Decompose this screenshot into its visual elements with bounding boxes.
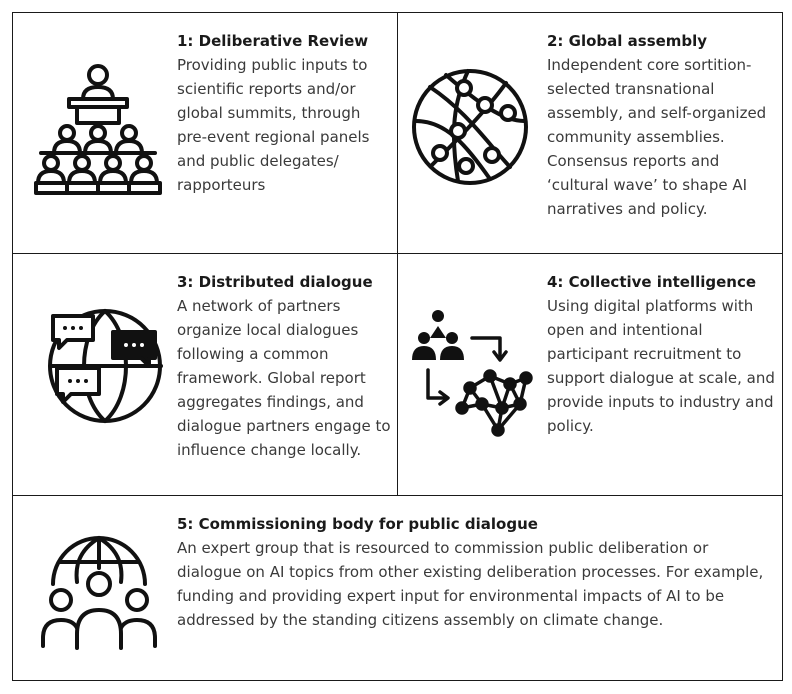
panel-commissioning-body: 5: Commissioning body for public dialogu…: [12, 495, 783, 681]
panel-title: 2: Global assembly: [547, 32, 708, 50]
panel-title: 3: Distributed dialogue: [177, 273, 373, 291]
panel-title: 4: Collective intelligence: [547, 273, 757, 291]
collective-network-icon: [410, 308, 540, 438]
panel-body: A network of partners organize local dia…: [177, 297, 391, 459]
deliberation-panel-icon: [33, 63, 163, 198]
panel-body: Independent core sortition-selected tran…: [547, 56, 767, 218]
panel-title: 1: Deliberative Review: [177, 32, 369, 50]
panel-text: 5: Commissioning body for public dialogu…: [177, 512, 773, 632]
panel-text: 1: Deliberative Review Providing public …: [177, 29, 387, 197]
globe-community-icon: [39, 522, 159, 652]
panel-deliberative-review: 1: Deliberative Review Providing public …: [12, 12, 398, 254]
panel-text: 2: Global assembly Independent core sort…: [547, 29, 772, 221]
panel-distributed-dialogue: 3: Distributed dialogue A network of par…: [12, 253, 398, 496]
panel-title: 5: Commissioning body for public dialogu…: [177, 515, 538, 533]
panel-collective-intelligence: 4: Collective intelligence Using digital…: [397, 253, 783, 496]
panel-body: Using digital platforms with open and in…: [547, 297, 775, 435]
panel-text: 3: Distributed dialogue A network of par…: [177, 270, 393, 462]
globe-network-icon: [406, 61, 536, 191]
panel-body: An expert group that is resourced to com…: [177, 539, 764, 629]
globe-chat-icon: [37, 306, 177, 426]
panel-text: 4: Collective intelligence Using digital…: [547, 270, 775, 438]
panel-body: Providing public inputs to scientific re…: [177, 56, 370, 194]
panel-global-assembly: 2: Global assembly Independent core sort…: [397, 12, 783, 254]
